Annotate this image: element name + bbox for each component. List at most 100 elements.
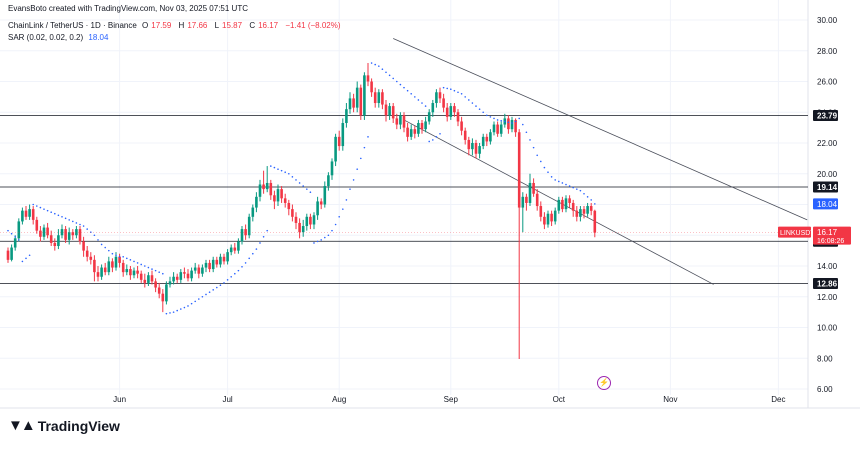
sar-dot xyxy=(309,191,312,193)
sar-dot xyxy=(363,146,366,149)
candle-body xyxy=(298,222,301,233)
candle-body xyxy=(327,175,330,187)
sar-dot xyxy=(248,257,250,260)
sar-dot xyxy=(482,111,485,114)
tradingview-brand[interactable]: ▼▲ TradingView xyxy=(8,417,120,434)
sar-dot xyxy=(144,265,146,267)
sar-dot xyxy=(126,257,128,260)
candle-body xyxy=(546,213,550,225)
sar-dot xyxy=(396,80,398,83)
sar-dot xyxy=(266,229,269,232)
sar-dot xyxy=(18,239,20,241)
sar-dot xyxy=(234,272,236,275)
candle-body xyxy=(406,127,409,137)
sar-dot xyxy=(399,83,402,86)
candle-body xyxy=(384,104,388,116)
candle-body xyxy=(42,227,46,237)
sar-dot xyxy=(475,105,477,107)
candle-body xyxy=(334,136,337,162)
sar-dot xyxy=(284,171,287,174)
lightning-icon[interactable]: ⚡ xyxy=(597,376,611,390)
high-value: 17.66 xyxy=(187,21,208,30)
x-tick-label: Dec xyxy=(771,395,785,404)
sar-dot xyxy=(352,179,355,181)
credit-text: EvansBoto created with TradingView.com, … xyxy=(8,4,248,13)
sar-dot xyxy=(496,119,499,121)
sar-legend[interactable]: SAR (0.02, 0.02, 0.2) 18.04 xyxy=(8,33,111,42)
level-price-label: 19.14 xyxy=(817,183,838,192)
candle-body xyxy=(445,107,449,117)
sar-dot xyxy=(212,289,214,291)
candle-body xyxy=(359,87,363,116)
sar-dot xyxy=(93,234,96,237)
candle-body xyxy=(21,210,24,222)
candle-body xyxy=(183,272,186,274)
sar-dot xyxy=(147,266,150,269)
open-label: O xyxy=(142,21,149,30)
candle-body xyxy=(247,216,251,236)
sar-dot xyxy=(349,188,351,190)
brand-name: TradingView xyxy=(37,417,120,434)
candle-body xyxy=(463,130,467,140)
candle-body xyxy=(179,272,183,280)
sar-dot xyxy=(14,235,16,238)
candle-body xyxy=(593,210,597,233)
candle-body xyxy=(193,267,197,271)
candle-body xyxy=(395,118,399,125)
sar-dot xyxy=(486,114,488,117)
candle-body xyxy=(291,209,294,217)
y-tick-label: 8.00 xyxy=(817,354,833,363)
sar-dot xyxy=(291,176,294,178)
candle-body xyxy=(244,229,247,236)
candle-body xyxy=(49,235,53,243)
sar-dot xyxy=(169,312,171,314)
sar-dot xyxy=(543,166,546,169)
ohlc-legend: ChainLink / TetherUS · 1D · Binance O 17.… xyxy=(8,21,344,30)
candle-body xyxy=(582,209,586,214)
candle-body xyxy=(114,256,118,268)
sar-dot xyxy=(57,214,60,217)
candle-body xyxy=(525,196,528,203)
sar-dot xyxy=(446,87,449,90)
level-price-tag xyxy=(813,278,838,290)
sar-dot xyxy=(21,260,24,263)
sar-dot xyxy=(478,108,481,110)
close-value: 16.17 xyxy=(258,21,279,30)
candle-body xyxy=(46,227,49,236)
sar-dot xyxy=(237,269,240,272)
sar-dot xyxy=(118,255,121,258)
x-tick-label: Jul xyxy=(222,395,232,404)
sar-dot xyxy=(579,189,582,192)
y-tick-label: 30.00 xyxy=(817,16,838,25)
sar-dot xyxy=(28,254,31,257)
sar-dot xyxy=(450,88,452,90)
y-tick-label: 22.00 xyxy=(817,139,838,148)
sar-dot xyxy=(180,308,182,310)
candle-body xyxy=(251,207,255,217)
sar-dot xyxy=(586,196,589,198)
sar-dot xyxy=(561,182,564,184)
sar-dot xyxy=(493,117,495,120)
sar-dot xyxy=(183,306,186,309)
symbol-title: ChainLink / TetherUS · 1D · Binance xyxy=(8,21,137,30)
candle-body xyxy=(265,182,269,190)
sar-dot xyxy=(385,71,387,74)
sar-dot xyxy=(79,223,81,226)
sar-dot xyxy=(223,282,225,284)
sar-dot xyxy=(428,140,431,143)
sar-dot xyxy=(241,265,243,268)
tradingview-logo-icon: ▼▲ xyxy=(8,417,36,434)
candle-body xyxy=(471,143,474,150)
candle-body xyxy=(168,281,172,285)
candle-body xyxy=(579,209,582,217)
candle-body xyxy=(521,196,525,208)
candle-body xyxy=(355,87,359,108)
sar-dot xyxy=(302,185,305,187)
candle-body xyxy=(57,235,60,247)
sar-dot xyxy=(25,257,27,260)
sar-dot xyxy=(104,246,106,249)
candle-body xyxy=(17,221,21,239)
candle-body xyxy=(345,109,348,124)
